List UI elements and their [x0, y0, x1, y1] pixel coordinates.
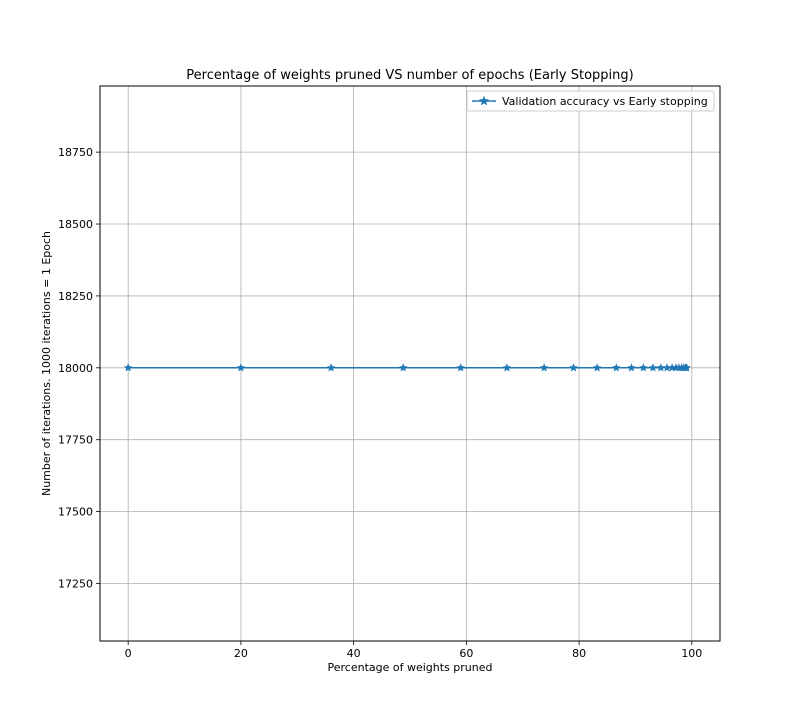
- y-tick-label: 17250: [58, 577, 93, 590]
- plot-frame: [99, 85, 721, 642]
- x-tick-label: 100: [681, 647, 702, 660]
- x-tick-label: 60: [459, 647, 473, 660]
- y-tick-label: 18500: [58, 218, 93, 231]
- x-tick-label: 40: [347, 647, 361, 660]
- y-tick-label: 17500: [58, 506, 93, 519]
- data-point-star: [627, 363, 636, 372]
- data-point-star: [398, 363, 408, 372]
- data-point-star: [568, 363, 578, 372]
- legend-star-icon: [478, 95, 490, 106]
- y-axis-label: Number of iterations. 1000 iterations = …: [40, 231, 53, 496]
- data-point-star: [638, 363, 648, 372]
- legend-label: Validation accuracy vs Early stopping: [502, 95, 708, 108]
- x-tick-label: 20: [234, 647, 248, 660]
- grid: [100, 86, 720, 641]
- data-point-star: [592, 363, 602, 372]
- y-tick-label: 18750: [58, 146, 93, 159]
- series-layer: [123, 363, 692, 372]
- ticks: 0 20 40 60 80 100 17250 17500 17750 18000 18250 185…: [58, 146, 702, 660]
- data-point-star: [682, 363, 692, 372]
- legend: Validation accuracy vs Early stopping: [466, 90, 715, 112]
- data-point-star: [656, 363, 666, 372]
- data-point-star: [236, 363, 246, 372]
- y-tick-label: 17750: [58, 434, 93, 447]
- x-axis-label: Percentage of weights pruned: [328, 661, 493, 674]
- data-point-star: [539, 363, 549, 372]
- y-tick-label: 18000: [58, 362, 93, 375]
- x-tick-label: 80: [572, 647, 586, 660]
- legend-box: [466, 90, 715, 112]
- y-tick-label: 18250: [58, 290, 93, 303]
- x-tick-label: 0: [125, 647, 132, 660]
- data-point-star: [326, 363, 336, 372]
- data-point-star: [611, 363, 621, 372]
- data-point-star: [123, 363, 133, 372]
- chart-title: Percentage of weights pruned VS number o…: [186, 68, 633, 83]
- data-point-star: [456, 363, 466, 372]
- data-point-star: [502, 363, 512, 372]
- data-point-star: [648, 363, 658, 372]
